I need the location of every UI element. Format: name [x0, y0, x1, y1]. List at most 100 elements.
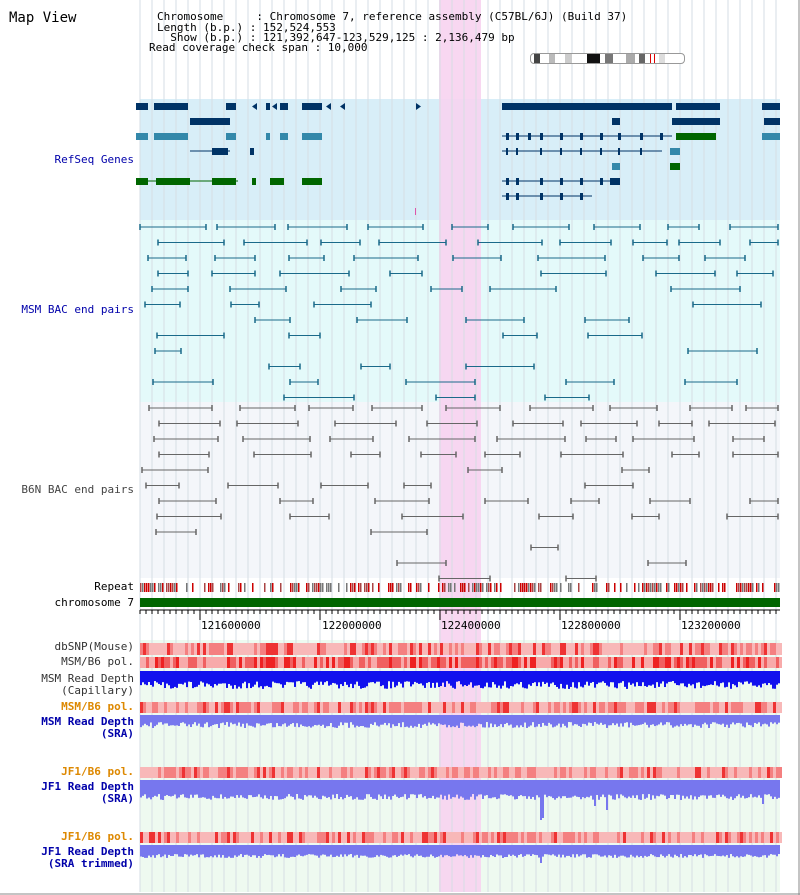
depth-bar	[568, 671, 570, 689]
depth-bar	[544, 715, 546, 726]
dbsnp-cell	[464, 643, 467, 655]
depth-bar	[670, 780, 672, 795]
pol-cell	[713, 657, 716, 668]
depth-bar	[592, 671, 594, 682]
repeat-element	[500, 583, 502, 592]
dbsnp-cell	[284, 643, 287, 655]
repeat-element	[654, 583, 656, 592]
pol-cell	[461, 702, 464, 713]
depth-bar	[364, 780, 366, 799]
depth-bar	[526, 780, 528, 799]
depth-bar	[610, 780, 612, 796]
dbsnp-cell	[152, 643, 155, 655]
depth-bar	[744, 780, 746, 799]
depth-bar	[404, 780, 406, 795]
pol-cell	[710, 657, 713, 668]
pol-cell	[683, 767, 686, 778]
selection-highlight[interactable]	[439, 0, 481, 892]
depth-bar	[450, 671, 452, 686]
pol-cell	[491, 657, 494, 668]
depth-bar	[644, 671, 646, 687]
depth-bar	[322, 715, 324, 725]
dbsnp-cell	[272, 643, 275, 655]
depth-bar	[464, 780, 466, 800]
depth-bar	[550, 780, 552, 797]
depth-bar	[738, 780, 740, 795]
depth-bar	[412, 845, 414, 858]
repeat-element	[174, 583, 176, 592]
depth-bar	[196, 715, 198, 726]
pol-cell	[251, 657, 254, 668]
pol-cell	[296, 832, 299, 843]
depth-bar	[162, 780, 164, 800]
dbsnp-cell	[767, 643, 770, 655]
depth-bar	[434, 671, 436, 688]
depth-bar	[330, 671, 332, 685]
pol-cell	[611, 657, 614, 668]
depth-bar	[720, 715, 722, 725]
pol-cell	[176, 702, 179, 713]
depth-bar	[206, 715, 208, 723]
depth-bar	[620, 671, 622, 683]
depth-bar	[204, 715, 206, 724]
dbsnp-cell	[506, 643, 509, 655]
pol-cell	[707, 657, 710, 668]
pol-cell	[770, 657, 773, 668]
gene-strand-arrow	[136, 103, 141, 110]
depth-bar	[536, 780, 538, 796]
depth-bar	[192, 845, 194, 856]
pol-cell	[350, 767, 353, 778]
dbsnp-cell	[524, 643, 527, 655]
depth-bar	[308, 780, 310, 796]
repeat-element	[532, 583, 534, 592]
repeat-element	[706, 583, 708, 592]
pol-cell	[164, 657, 167, 668]
depth-bar	[490, 845, 492, 855]
depth-bar	[236, 780, 238, 796]
depth-bar	[710, 671, 712, 685]
depth-bar	[666, 780, 668, 800]
depth-bar	[264, 845, 266, 855]
dbsnp-cell	[311, 643, 314, 655]
pol-cell	[746, 767, 749, 778]
repeat-element	[400, 583, 402, 592]
repeat-element	[168, 583, 170, 592]
label-refseq-genes[interactable]: RefSeq Genes	[54, 153, 134, 166]
label-b6n-bac[interactable]: B6N BAC end pairs	[21, 483, 134, 496]
pol-cell	[620, 657, 623, 668]
depth-bar	[262, 780, 264, 799]
depth-bar	[316, 671, 318, 682]
pol-cell	[218, 767, 221, 778]
pol-cell	[602, 657, 605, 668]
depth-bar	[408, 715, 410, 728]
pol-cell	[443, 702, 446, 713]
depth-bar	[592, 845, 594, 855]
pol-cell	[539, 767, 542, 778]
depth-bar	[220, 671, 222, 684]
label-msm-depth-sra-sub: (SRA)	[100, 727, 134, 740]
depth-bar	[658, 845, 660, 858]
refseq-gene-exon	[610, 178, 620, 185]
depth-bar	[610, 845, 612, 856]
pol-cell	[272, 832, 275, 843]
depth-bar	[656, 671, 658, 683]
pol-cell	[650, 657, 653, 668]
depth-bar	[254, 780, 256, 797]
depth-bar	[692, 780, 694, 800]
depth-bar	[324, 671, 326, 683]
pol-cell	[458, 702, 461, 713]
dbsnp-cell	[575, 643, 578, 655]
label-msm-bac[interactable]: MSM BAC end pairs	[21, 303, 134, 316]
dbsnp-cell	[143, 643, 146, 655]
pol-cell	[374, 832, 377, 843]
pol-cell	[482, 657, 485, 668]
pol-cell	[341, 702, 344, 713]
label-jf1-b6-pol-2: JF1/B6 pol.	[61, 830, 134, 843]
depth-bar	[576, 845, 578, 855]
depth-bar	[660, 845, 662, 855]
depth-bar	[316, 715, 318, 726]
pol-cell	[686, 657, 689, 668]
depth-bar	[218, 715, 220, 728]
chromosome-ideogram[interactable]	[530, 53, 685, 64]
